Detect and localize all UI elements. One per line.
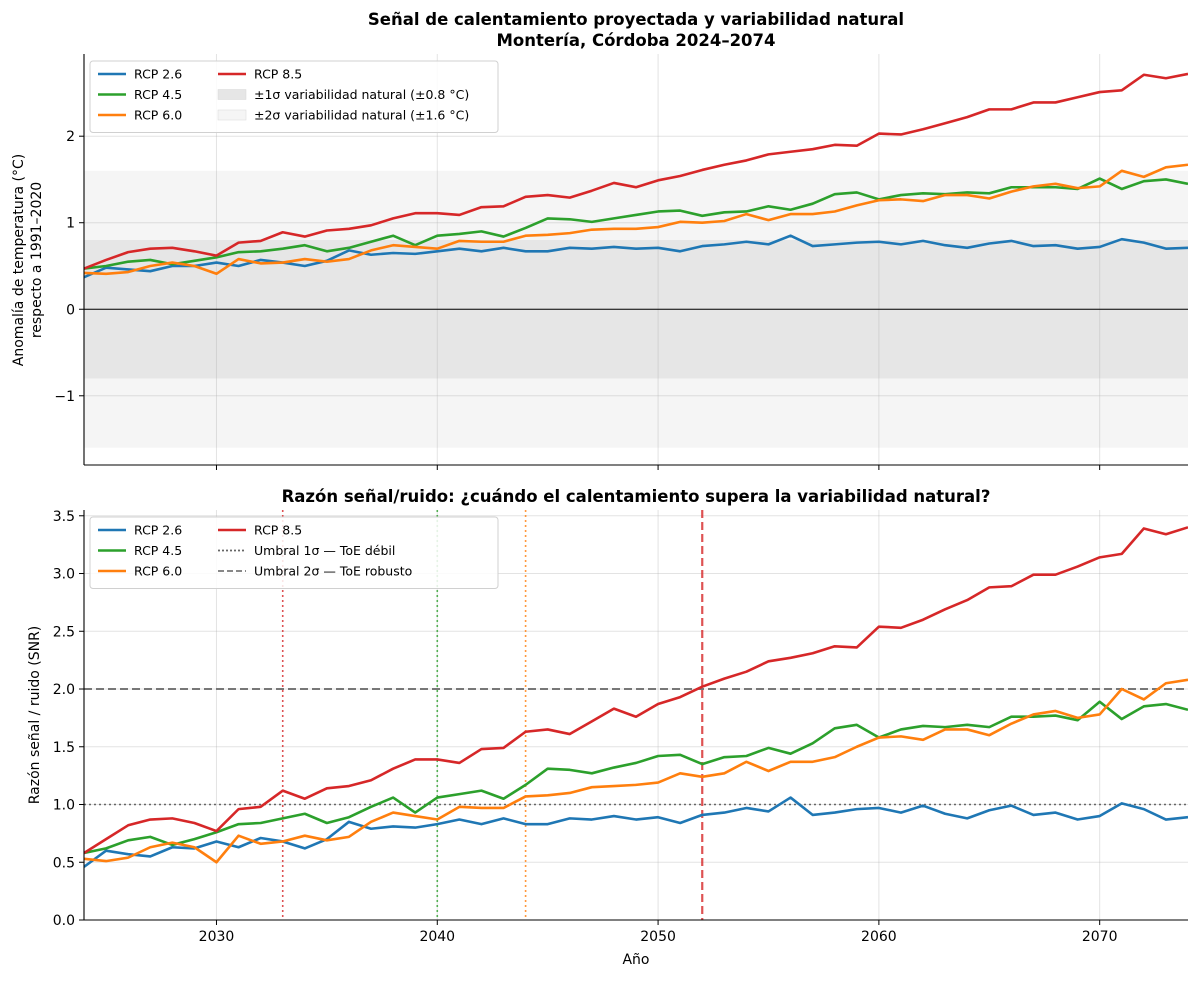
- bottom-y-tick-label-7: 3.5: [53, 509, 75, 525]
- bottom-legend-item-rcp-8-5-label: RCP 8.5: [254, 523, 302, 538]
- bottom-y-tick-label-6: 3.0: [53, 567, 75, 583]
- top-y-tick-label-1: 0: [66, 302, 75, 318]
- top-legend-box: [89, 60, 499, 133]
- bottom-legend: RCP 2.6 RCP 4.5 RCP 6.0 RCP 8.5 Umbral 1σ — …: [89, 516, 499, 589]
- bottom-series-group: [84, 526, 1188, 868]
- bottom-legend-item-umbral-1-toe-d-bil-label: Umbral 1σ — ToE débil: [254, 543, 395, 558]
- bottom-legend-item-rcp-2-6-label: RCP 2.6: [134, 523, 182, 538]
- bottom-x-tick-label-2060: 2060: [861, 929, 897, 945]
- top-chart-title: Señal de calentamiento proyectada y vari…: [368, 10, 904, 29]
- bottom-series-line-rcp-6-0: [84, 678, 1188, 864]
- bottom-legend-item-rcp-4-5-label: RCP 4.5: [134, 543, 182, 558]
- top-series-line-rcp-8-5: [84, 72, 1188, 270]
- bottom-chart-title: Razón señal/ruido: ¿cuándo el calentamie…: [282, 487, 991, 506]
- bottom-legend-item-umbral-2-toe-robusto-label: Umbral 2σ — ToE robusto: [254, 564, 412, 579]
- bottom-series-line-rcp-4-5: [84, 700, 1188, 855]
- bottom-y-tick-label-4: 2.0: [53, 682, 75, 698]
- bottom-series-line-rcp-8-5: [84, 526, 1188, 855]
- top-legend-item-rcp-4-5-label: RCP 4.5: [134, 87, 182, 102]
- bottom-legend-item-rcp-6-0-label: RCP 6.0: [134, 564, 182, 579]
- bottom-x-axis-label: Año: [622, 952, 649, 968]
- top-series-line-rcp-4-5: [84, 177, 1188, 270]
- bottom-y-tick-label-0: 0.0: [53, 913, 75, 929]
- top-y-tick-label-0: −1: [54, 389, 75, 405]
- bottom-y-tick-label-3: 1.5: [53, 740, 75, 756]
- top-legend-item-rcp-2-6-label: RCP 2.6: [134, 67, 182, 82]
- bottom-series-line-rcp-2-6: [84, 796, 1188, 868]
- bottom-panel: 2030 2040 2050 2060 2070 0.0 0.5 1.0 1.5 2.0 2.5 3.…: [53, 509, 1188, 945]
- bottom-y-tick-label-2: 1.0: [53, 798, 75, 814]
- bottom-x-tick-label-2030: 2030: [199, 929, 235, 945]
- bottom-x-tick-label-2040: 2040: [419, 929, 455, 945]
- bottom-x-tick-label-2070: 2070: [1082, 929, 1118, 945]
- top-legend-item-1-variabilidad-natur-label: ±1σ variabilidad natural (±0.8 °C): [254, 87, 469, 102]
- top-chart-subtitle: Montería, Córdoba 2024–2074: [496, 31, 775, 50]
- top-legend: RCP 2.6 RCP 4.5 RCP 6.0 RCP 8.5 ±1σ variabil…: [89, 60, 499, 133]
- bottom-y-axis-label: Razón señal / ruido (SNR): [27, 626, 43, 805]
- top-legend-item-2-variabilidad-natur-label: ±2σ variabilidad natural (±1.6 °C): [254, 108, 469, 123]
- top-legend-item-1-variabilidad-natur-swatch: [217, 89, 247, 100]
- top-series-line-rcp-6-0: [84, 163, 1188, 276]
- top-y-tick-label-2: 1: [66, 216, 75, 232]
- top-y-axis-label-2: respecto a 1991–2020: [29, 182, 45, 338]
- top-panel: −1 0 1 2 RCP 2.6 RCP 4.5 RCP 6.0 RCP 8.5 ±1σ var…: [54, 54, 1188, 470]
- top-series-line-rcp-2-6: [84, 234, 1188, 279]
- top-y-axis-label: Anomalía de temperatura (°C): [11, 154, 27, 366]
- top-y-tick-label-3: 2: [66, 129, 75, 145]
- top-legend-item-rcp-6-0-label: RCP 6.0: [134, 108, 182, 123]
- top-legend-item-rcp-8-5-label: RCP 8.5: [254, 67, 302, 82]
- top-legend-item-2-variabilidad-natur-swatch: [217, 109, 247, 121]
- bottom-y-tick-label-1: 0.5: [53, 855, 75, 871]
- bottom-x-tick-label-2050: 2050: [640, 929, 676, 945]
- bottom-legend-box: [89, 516, 499, 589]
- top-series-group: [84, 72, 1188, 279]
- bottom-y-tick-label-5: 2.5: [53, 624, 75, 640]
